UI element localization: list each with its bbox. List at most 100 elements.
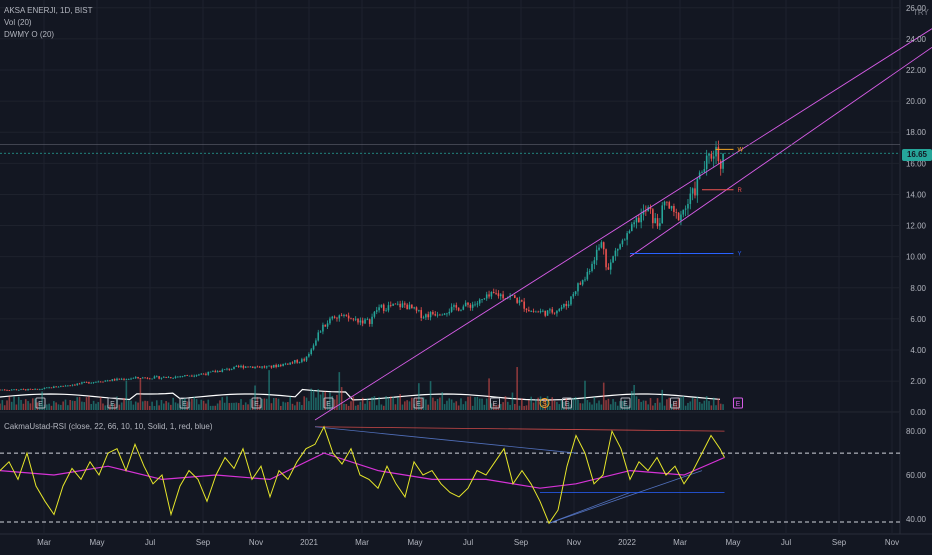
price-candle: [221, 369, 224, 372]
price-candle: [350, 318, 352, 320]
earnings-marker-label: E: [254, 401, 259, 408]
volume-bar: [439, 397, 441, 410]
symbol-legend[interactable]: AKSA ENERJI, 1D, BIST: [4, 6, 93, 15]
price-candle: [717, 146, 720, 162]
price-candle: [83, 382, 86, 383]
volume-bar: [113, 403, 116, 410]
volume-bar: [336, 394, 338, 410]
volume-bar: [38, 403, 41, 410]
volume-bar: [698, 401, 701, 410]
price-candle: [291, 362, 294, 364]
price-candle: [151, 378, 153, 380]
price-candle: [455, 305, 458, 308]
dwmy-legend[interactable]: DWMY O (20): [4, 30, 55, 39]
volume-bar: [481, 398, 483, 410]
volume-bar: [193, 396, 196, 410]
earnings-marker-label: E: [182, 401, 187, 408]
level-label: R: [738, 188, 743, 194]
earnings-marker: [35, 397, 46, 409]
price-candle: [29, 388, 32, 390]
volume-bar: [256, 396, 259, 410]
price-candle: [8, 390, 11, 391]
price-candle: [675, 212, 678, 213]
volume-bar: [516, 367, 518, 410]
volume-legend[interactable]: Vol (20): [4, 18, 32, 27]
volume-bar: [399, 394, 401, 410]
volume-bar: [368, 401, 371, 410]
volume-bar: [567, 402, 570, 410]
volume-bar: [521, 398, 523, 410]
volume-layer: [0, 367, 724, 410]
price-candle: [109, 380, 111, 382]
volume-bar: [469, 396, 472, 410]
volume-bar: [623, 399, 626, 410]
price-candle: [230, 369, 233, 370]
price-candle: [666, 201, 668, 203]
price-candle: [205, 373, 207, 375]
volume-bar: [385, 396, 387, 410]
price-candle: [53, 386, 55, 389]
trend-channel-line: [314, 28, 932, 421]
price-candle: [549, 309, 551, 311]
volume-bar: [434, 401, 437, 410]
volume-bar: [708, 400, 710, 410]
volume-bar: [647, 404, 649, 410]
price-candle: [34, 388, 36, 390]
volume-bar: [36, 402, 39, 410]
volume-bar: [27, 401, 29, 410]
price-candle: [378, 307, 380, 311]
price-candle: [216, 371, 219, 373]
volume-bar: [387, 397, 390, 410]
price-candle: [148, 378, 151, 380]
volume-bar: [478, 398, 481, 410]
price-candle: [247, 366, 249, 368]
price-candle: [50, 387, 53, 389]
rsi-trendline: [548, 470, 703, 524]
rsi-legend[interactable]: CakmaUstad-RSI (close, 22, 66, 10, 10, S…: [4, 422, 213, 431]
price-candle: [361, 320, 364, 324]
price-candle: [116, 378, 118, 381]
volume-bar: [120, 402, 123, 410]
price-candle: [719, 161, 722, 169]
price-candle: [317, 332, 320, 341]
price-candle: [99, 381, 102, 383]
level-label: W: [738, 147, 744, 153]
volume-bar: [184, 398, 186, 410]
volume-bar: [425, 399, 427, 410]
price-candle: [27, 388, 29, 391]
price-candle: [443, 313, 446, 315]
price-candle: [544, 310, 547, 316]
volume-bar: [233, 402, 235, 410]
price-candle: [296, 360, 298, 363]
time-tick-label: Jul: [145, 538, 155, 547]
time-tick-label: May: [407, 538, 422, 547]
price-candle: [652, 209, 654, 224]
price-candle: [319, 331, 322, 333]
price-candle: [31, 389, 34, 390]
price-candle: [535, 311, 537, 313]
price-candle: [439, 314, 441, 316]
price-candle: [347, 315, 350, 319]
price-candle: [22, 389, 25, 390]
volume-bar: [579, 403, 582, 410]
volume-bar: [670, 403, 673, 410]
volume-bar: [528, 400, 530, 410]
volume-bar: [467, 396, 469, 410]
volume-bar: [490, 403, 493, 410]
overlay-layer: E E E E E E E E S E E E W R Y: [0, 28, 932, 421]
price-candle: [659, 223, 661, 227]
volume-bar: [418, 383, 420, 410]
volume-bar: [485, 398, 488, 410]
volume-bar: [675, 401, 678, 410]
price-candle: [448, 311, 451, 314]
volume-bar: [705, 396, 708, 410]
price-candle: [235, 366, 238, 367]
price-candle: [284, 363, 287, 365]
volume-bar: [216, 403, 219, 410]
volume-bar: [205, 403, 207, 410]
volume-bar: [696, 396, 699, 410]
price-candle: [127, 378, 130, 380]
price-candle: [605, 249, 607, 268]
